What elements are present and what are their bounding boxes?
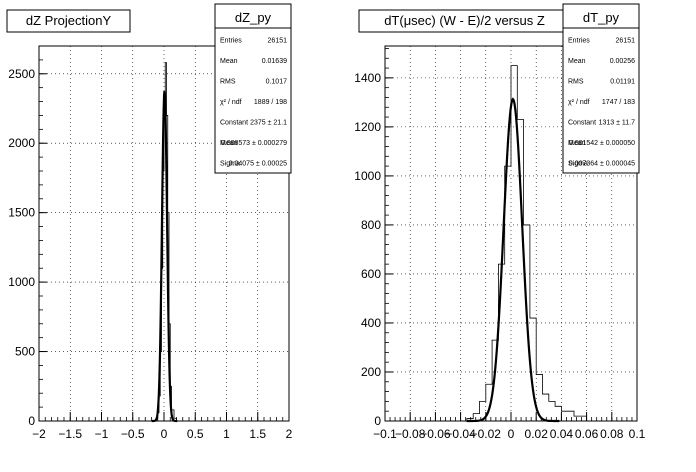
stats-title: dT_py (583, 10, 620, 25)
stats-label: RMS (568, 79, 584, 86)
stats-label: Sigma (568, 160, 588, 167)
gaussian-fit-curve (151, 90, 178, 423)
x-tick-label: 0.02 (525, 427, 549, 441)
x-tick-label: 0 (161, 427, 168, 441)
stats-value: 0.008573 ± 0.000279 (221, 140, 287, 147)
x-tick-label: −1.5 (58, 427, 82, 441)
stats-value: 26151 (268, 38, 288, 45)
x-tick-label: −0.08 (395, 427, 426, 441)
x-tick-label: −0.02 (471, 427, 502, 441)
stats-title: dZ_py (235, 10, 272, 25)
y-tick-label: 2500 (8, 67, 35, 81)
stats-label: Constant (220, 119, 248, 126)
stats-label: Mean (220, 58, 238, 65)
x-tick-label: 2 (286, 427, 293, 441)
y-tick-label: 1500 (8, 206, 35, 220)
stats-value: 0.00256 (610, 58, 635, 65)
stats-value: 26151 (616, 38, 636, 45)
x-tick-label: −0.04 (445, 427, 476, 441)
x-tick-label: −0.06 (420, 427, 451, 441)
y-tick-label: 1200 (354, 120, 381, 134)
stats-value: 0.001542 ± 0.000050 (569, 140, 635, 147)
x-tick-label: 0.5 (187, 427, 204, 441)
histogram-panel-2: −0.1−0.08−0.06−0.04−0.02 0 0.02 0.04 0.06 0.0… (354, 3, 646, 441)
stats-value: 1889 / 198 (254, 99, 287, 106)
x-tick-label: 0.08 (600, 427, 624, 441)
stats-value: 0.007364 ± 0.000045 (569, 160, 635, 167)
y-tick-label: 500 (15, 345, 35, 359)
stats-label: χ² / ndf (568, 99, 590, 106)
y-tick-label: 1400 (354, 71, 381, 85)
y-tick-label: 1000 (354, 169, 381, 183)
stats-value: 1313 ± 11.7 (599, 119, 636, 126)
stats-label: Mean (568, 140, 586, 147)
stats-label: Constant (568, 119, 596, 126)
stats-label: Sigma (220, 160, 240, 167)
stats-label: Mean (220, 140, 238, 147)
x-tick-label: 1.5 (249, 427, 266, 441)
stats-label: Mean (568, 58, 586, 65)
y-tick-label: 200 (361, 365, 381, 379)
gaussian-fit-curve (466, 97, 560, 423)
x-tick-label: 0.1 (629, 427, 646, 441)
y-tick-label: 400 (361, 316, 381, 330)
y-tick-label: 800 (361, 218, 381, 232)
stats-box (214, 3, 292, 174)
x-tick-label: 0.06 (575, 427, 599, 441)
stats-label: RMS (220, 79, 236, 86)
stats-value: 1747 / 183 (602, 99, 635, 106)
x-tick-label: −0.5 (121, 427, 145, 441)
stats-label: Entries (220, 38, 242, 45)
stats-value: 0.01191 (610, 79, 635, 86)
x-tick-label: −0.1 (373, 427, 397, 441)
x-tick-label: −2 (32, 427, 46, 441)
stats-label: χ² / ndf (220, 99, 242, 106)
title-box (6, 9, 131, 33)
stats-label: Entries (568, 38, 590, 45)
y-tick-label: 2000 (8, 136, 35, 150)
x-tick-label: 1 (223, 427, 230, 441)
y-tick-label: 1000 (8, 275, 35, 289)
stats-value: 2375 ± 21.1 (250, 119, 287, 126)
x-tick-label: 0.04 (550, 427, 574, 441)
y-tick-label: 600 (361, 267, 381, 281)
x-tick-label: −1 (95, 427, 109, 441)
stats-value: 0.04075 ± 0.00025 (229, 160, 287, 167)
chart-title: dZ ProjectionY (26, 13, 112, 28)
y-tick-label: 0 (374, 414, 381, 428)
y-tick-label: 0 (28, 414, 35, 428)
stats-value: 0.01639 (262, 58, 287, 65)
x-tick-label: 0 (508, 427, 515, 441)
stats-value: 0.1017 (266, 79, 288, 86)
chart-title: dT(μsec) (W - E)/2 versus Z (384, 13, 545, 28)
histogram-panel-1: −2 −1.5 −1 −0.5 0 0.5 1 1.5 2 0 500 1000 1500 2000 250… (6, 3, 293, 441)
stats-box (562, 3, 640, 174)
